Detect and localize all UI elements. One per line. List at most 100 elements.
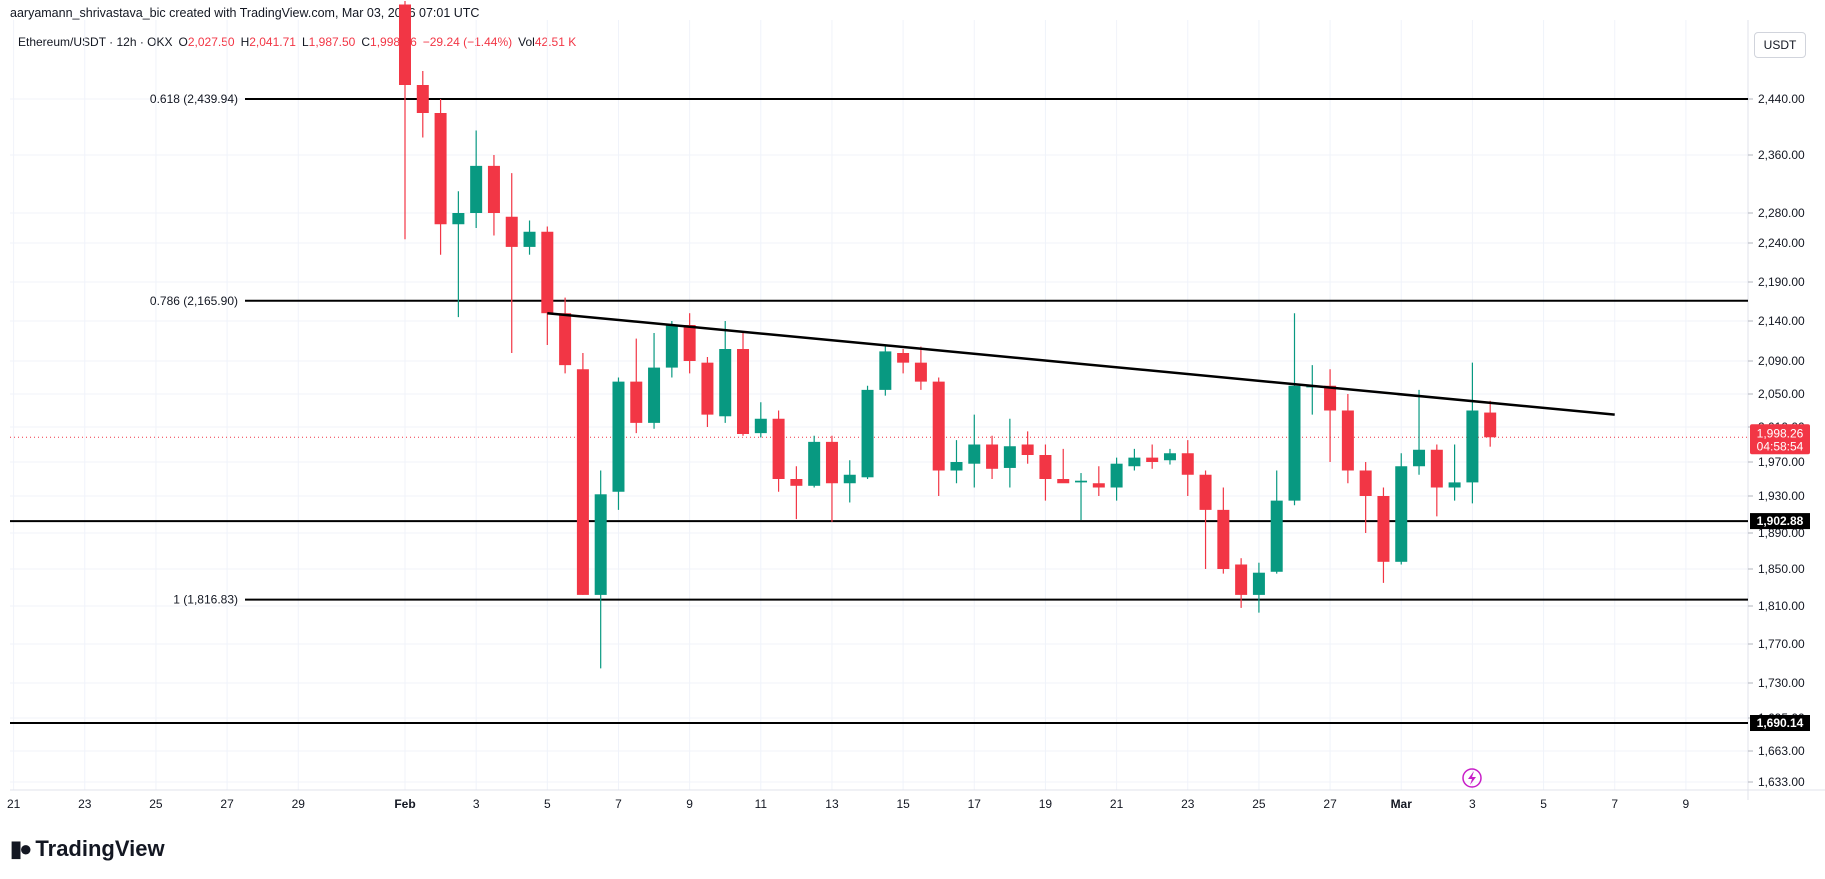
candle-body [1252,572,1265,595]
price-tick-label: 2,360.00 [1758,148,1805,162]
candle [1235,558,1248,608]
candle-body [1092,483,1105,488]
price-tick-label: 2,190.00 [1758,275,1805,289]
level-badge-label: 1,902.88 [1757,514,1804,528]
candle-body [1021,444,1034,455]
candle-body [487,165,500,213]
candle [1395,453,1408,565]
candle [1163,448,1176,465]
close-label: C [361,35,371,49]
candle [1057,448,1070,484]
candle-body [416,85,429,113]
time-tick-label: 23 [1181,797,1195,811]
time-tick-label: 25 [149,797,163,811]
chart-grid [10,20,1825,800]
time-tick-label: 7 [615,797,622,811]
candle [968,414,981,488]
price-tick-label: 1,930.00 [1758,489,1805,503]
candle [719,321,732,423]
level-badge [1750,513,1810,530]
candle [1377,487,1390,583]
time-tick-label: 3 [473,797,480,811]
tradingview-brand[interactable]: ▮● TradingView [10,836,165,862]
candle-body [399,4,411,85]
price-tick-label: 1,730.00 [1758,676,1805,690]
candle-body [1235,564,1248,595]
candle [986,435,999,479]
time-tick-label: 13 [825,797,839,811]
candle-body [843,474,856,484]
candle-body [1270,500,1283,572]
candle [914,346,927,390]
price-tick-label: 1,970.00 [1758,455,1805,469]
open-value: 2,027.50 [187,35,235,49]
candle-body [1128,457,1141,467]
candle-body [986,444,999,469]
candle-body [879,351,892,390]
candle-body [559,313,572,366]
time-tick-label: 5 [1540,797,1547,811]
open-label: O [178,35,188,49]
candle [452,191,465,318]
brand-name: TradingView [35,836,165,861]
price-tick-label: 2,440.00 [1758,92,1805,106]
candle [1003,418,1016,488]
high-value: 2,041.71 [249,35,296,49]
time-tick-label: 27 [1323,797,1337,811]
time-tick-label: 11 [755,797,768,811]
lightning-icon[interactable] [1462,768,1482,788]
price-tick-label: 1,663.00 [1758,744,1805,758]
price-tick-label: 2,050.00 [1758,387,1805,401]
volume-label: Vol [518,35,535,49]
candle [1466,362,1479,504]
candle [1430,444,1443,517]
candle-body [897,353,910,363]
candle-body [1341,410,1354,471]
candle [1092,466,1105,496]
descending-trendline [547,311,1615,416]
candle [1448,444,1461,501]
candle-body [861,389,874,478]
candle-body [1288,385,1301,501]
candle [825,435,838,522]
price-tick-label: 1,770.00 [1758,637,1805,651]
candle [1021,431,1034,464]
candle [754,402,767,438]
candle-body [1324,385,1337,411]
candle-body [630,381,643,423]
candle-body [434,113,447,225]
level-badge [1750,715,1810,732]
candle [1110,457,1123,501]
current-price-label: 1,998.26 [1757,426,1804,440]
symbol-name[interactable]: Ethereum/USDT · 12h · OKX [18,35,173,49]
current-price-badge [1750,424,1810,455]
price-tick-label: 1,850.00 [1758,562,1805,576]
time-tick-label: 27 [220,797,234,811]
price-tick-label: 1,633.00 [1758,775,1805,789]
candle-body [1377,496,1390,562]
candle [772,410,785,492]
candle [1288,313,1301,506]
candle [630,338,643,434]
candle-body [594,494,607,595]
candle-body [825,441,838,484]
candle [737,333,750,436]
time-tick-label: 25 [1252,797,1266,811]
high-label: H [240,35,250,49]
candle-body [1181,453,1194,475]
candle [683,313,696,374]
candle [1413,389,1426,475]
candle [648,333,661,429]
time-tick-label: 29 [292,797,306,811]
candle [1306,365,1319,415]
candle [897,349,910,374]
time-tick-label: Feb [394,797,415,811]
time-tick-label: 7 [1611,797,1618,811]
candle-body [772,418,785,479]
time-tick-label: 23 [78,797,92,811]
candle-body [968,444,981,464]
change-value: −29.24 (−1.44%) [422,35,513,49]
time-tick-label: 15 [896,797,910,811]
currency-button[interactable]: USDT [1754,32,1806,58]
